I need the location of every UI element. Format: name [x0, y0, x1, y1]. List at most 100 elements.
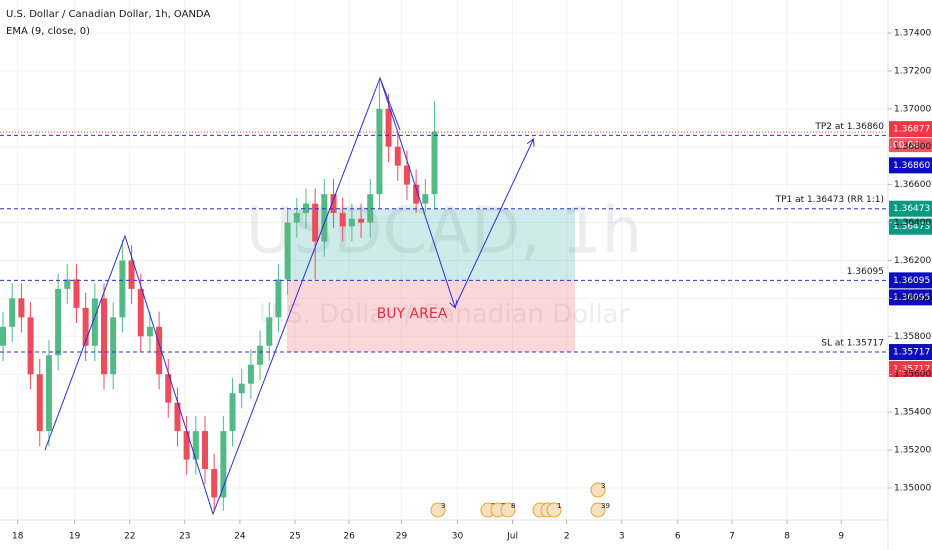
x-tick-label: 22	[124, 532, 135, 542]
candle-body	[91, 298, 98, 346]
x-tick-label: 3	[619, 532, 625, 542]
candle-body	[238, 383, 245, 394]
candle-body	[257, 345, 264, 365]
price-badge	[889, 361, 932, 378]
candle-body	[64, 279, 71, 289]
y-tick-label: 1.36800	[894, 142, 931, 152]
price-badge-label: 1.36473	[893, 222, 930, 232]
candle-body	[36, 374, 43, 432]
price-badge	[889, 344, 932, 361]
candle-body	[9, 298, 16, 327]
indicator-label: EMA (9, close, 0)	[6, 26, 90, 37]
candle-body	[18, 298, 25, 318]
event-label: 3	[601, 482, 605, 490]
candle-body	[394, 146, 401, 166]
candle-body	[376, 108, 383, 195]
y-tick-label: 1.35000	[894, 483, 931, 493]
price-badge	[889, 218, 932, 235]
price-badge-label: 1.36860	[893, 161, 930, 171]
candle-body	[101, 298, 108, 375]
y-tick-label: 1.36000	[894, 294, 931, 304]
zone-label: BUY AREA	[377, 306, 448, 322]
event-label: 8	[511, 502, 515, 510]
price-badge-label: 1.36095	[893, 293, 930, 303]
candle-body	[302, 203, 309, 214]
symbol-title: U.S. Dollar / Canadian Dollar, 1h, OANDA	[6, 9, 210, 20]
event-icon	[430, 502, 446, 518]
watermark-subtitle: U.S. Dollar / Canadian Dollar	[259, 300, 630, 330]
candle-body	[27, 317, 34, 375]
countdown-badge	[889, 138, 932, 153]
x-tick-label: 26	[343, 532, 355, 542]
candle-body	[183, 431, 190, 460]
candle-body	[422, 194, 429, 204]
y-tick-label: 1.36200	[894, 256, 931, 266]
candle-body	[45, 355, 52, 432]
projection-up	[454, 140, 533, 308]
candle-body	[110, 317, 117, 375]
x-tick-label: 6	[675, 532, 681, 542]
candle-body	[165, 374, 172, 403]
level-label: SL at 1.35717	[821, 339, 884, 349]
candle-body	[220, 431, 227, 498]
candle-body	[339, 213, 346, 227]
x-tick-label: 8	[784, 532, 790, 542]
candle-body	[119, 260, 126, 318]
y-tick-label: 1.37000	[894, 104, 931, 114]
candle-body	[413, 184, 420, 204]
candle-body	[431, 131, 438, 195]
candle-body	[293, 213, 300, 223]
event-label: 39	[601, 502, 610, 510]
x-tick-label: Jul	[506, 532, 518, 542]
x-tick-label: 7	[729, 532, 735, 542]
loss-zone	[287, 280, 575, 353]
price-badge-label: 1.35717	[893, 348, 930, 358]
event-icon	[590, 482, 606, 498]
price-badge	[889, 289, 932, 306]
candle-body	[0, 326, 7, 346]
y-tick-label: 1.36400	[894, 218, 931, 228]
price-badge-label: 1.36473	[893, 204, 930, 214]
projection-down	[379, 77, 455, 307]
candle-body	[367, 194, 374, 223]
price-badge-label: 1.36095	[893, 276, 930, 286]
candle-body	[275, 279, 282, 318]
x-tick-label: 2	[564, 532, 570, 542]
event-label: 1	[557, 502, 561, 510]
event-icon	[546, 502, 562, 518]
y-tick-label: 1.35800	[894, 332, 931, 342]
level-label: TP1 at 1.36473 (RR 1:1)	[775, 195, 884, 205]
candle-body	[321, 194, 328, 242]
event-icon	[500, 502, 516, 518]
candle-body	[403, 165, 410, 185]
candle-body	[348, 218, 355, 227]
candle-body	[174, 402, 181, 432]
price-badge	[889, 121, 932, 138]
candle-body	[284, 222, 291, 280]
y-tick-label: 1.37400	[894, 28, 931, 38]
y-tick-label: 1.35400	[894, 408, 931, 418]
level-label: 1.36095	[847, 267, 884, 277]
candle-body	[330, 194, 337, 214]
x-tick-label: 23	[179, 532, 190, 542]
event-label: 3	[441, 502, 445, 510]
y-tick-label: 1.35600	[894, 370, 931, 380]
price-badge-label: 1.35717	[893, 365, 930, 375]
candle-body	[201, 431, 208, 470]
y-tick-label: 1.35200	[894, 446, 931, 456]
candle-body	[82, 307, 89, 346]
price-badge	[889, 157, 932, 174]
x-tick-label: 29	[396, 532, 408, 542]
x-tick-label: 19	[69, 532, 81, 542]
candle-body	[128, 260, 135, 289]
candle-body	[73, 279, 80, 308]
candle-body	[312, 203, 319, 242]
candle-body	[55, 288, 62, 356]
candle-body	[385, 108, 392, 147]
x-tick-label: 18	[12, 532, 24, 542]
price-badge	[889, 272, 932, 289]
countdown-label: 00:04	[893, 141, 919, 151]
y-tick-label: 1.37200	[894, 66, 931, 76]
price-badge-label: 1.36877	[893, 125, 930, 135]
